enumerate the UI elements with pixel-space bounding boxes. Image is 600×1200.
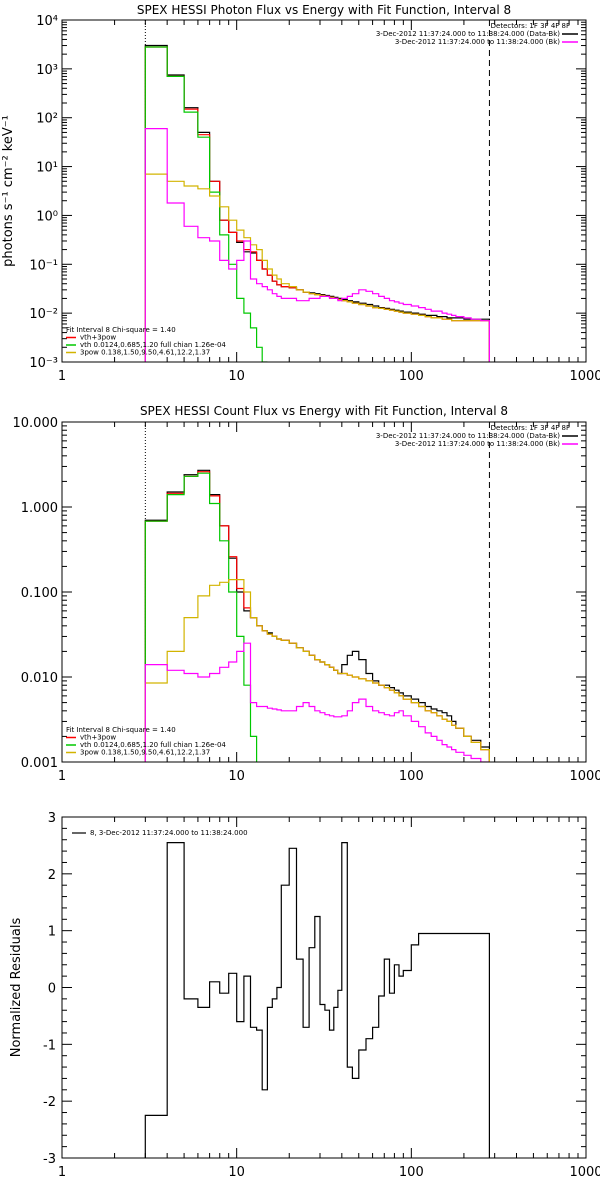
legend-text: 3pow 0.138,1.50,9.50,4.61,12.2,1.37 bbox=[80, 749, 210, 757]
series-line-2 bbox=[144, 471, 490, 762]
y-tick-label: 10³ bbox=[36, 63, 58, 78]
series-line-1 bbox=[144, 842, 490, 1158]
x-tick-label: 100 bbox=[399, 369, 424, 384]
series-line-4 bbox=[144, 173, 490, 362]
chart-title: SPEX HESSI Photon Flux vs Energy with Fi… bbox=[137, 3, 511, 17]
y-axis-label: photons s⁻¹ cm⁻² keV⁻¹ bbox=[1, 115, 16, 267]
data-area bbox=[144, 469, 490, 762]
legend-text: vth 0.0124,0.685,1.20 full chian 1.26e-0… bbox=[80, 741, 226, 749]
legend-top-right: Detectors: 1F 3F 4F 8F3-Dec-2012 11:37:2… bbox=[376, 424, 578, 448]
x-tick-label: 1000 bbox=[569, 769, 600, 784]
x-tick-label: 100 bbox=[399, 769, 424, 784]
legend-bottom-left: Fit Interval 8 Chi-square = 1.40vth+3pow… bbox=[66, 726, 226, 757]
series-line-3 bbox=[144, 472, 258, 762]
series-line-5 bbox=[144, 128, 490, 362]
legend-text: 8, 3-Dec-2012 11:37:24.000 to 11:38:24.0… bbox=[90, 829, 248, 837]
x-tick-label: 100 bbox=[399, 1165, 424, 1180]
legend: 8, 3-Dec-2012 11:37:24.000 to 11:38:24.0… bbox=[72, 829, 248, 837]
y-tick-label: 0.100 bbox=[21, 586, 58, 601]
y-tick-label: 10⁻² bbox=[29, 307, 58, 322]
x-tick-label: 1000 bbox=[569, 1165, 600, 1180]
y-tick-label: 0 bbox=[48, 982, 56, 997]
series-line-1 bbox=[144, 44, 490, 362]
series-line-4 bbox=[144, 579, 490, 762]
chart-1: SPEX HESSI Photon Flux vs Energy with Fi… bbox=[1, 3, 600, 384]
y-tick-label: -3 bbox=[43, 1152, 56, 1167]
y-tick-label: 10⁴ bbox=[36, 14, 58, 29]
y-tick-label: 0.001 bbox=[21, 756, 58, 771]
legend-text: vth 0.0124,0.685,1.20 full chian 1.26e-0… bbox=[80, 341, 226, 349]
y-axis-label: Normalized Residuals bbox=[9, 918, 24, 1058]
y-tick-label: 10⁻³ bbox=[29, 356, 58, 371]
legend-text: Detectors: 1F 3F 4F 8F bbox=[491, 22, 570, 30]
x-tick-label: 10 bbox=[228, 369, 245, 384]
x-tick-label: 10 bbox=[228, 1165, 245, 1180]
y-tick-label: -1 bbox=[43, 1038, 56, 1053]
legend-text: 3-Dec-2012 11:37:24.000 to 11:38:24.000 … bbox=[376, 30, 560, 38]
chart-2: SPEX HESSI Count Flux vs Energy with Fit… bbox=[13, 404, 600, 784]
x-tick-label: 1 bbox=[58, 769, 66, 784]
legend-top-right: Detectors: 1F 3F 4F 8F3-Dec-2012 11:37:2… bbox=[376, 22, 578, 46]
legend-text: Fit Interval 8 Chi-square = 1.40 bbox=[66, 726, 176, 734]
x-tick-label: 10 bbox=[228, 769, 245, 784]
series-line-1 bbox=[144, 469, 490, 762]
legend-text: Detectors: 1F 3F 4F 8F bbox=[491, 424, 570, 432]
y-tick-label: 0.010 bbox=[21, 671, 58, 686]
legend-text: 3-Dec-2012 11:37:24.000 to 11:38:24.000 … bbox=[395, 38, 560, 46]
series-line-2 bbox=[144, 46, 490, 362]
y-tick-label: 10⁰ bbox=[36, 209, 58, 224]
x-tick-label: 1 bbox=[58, 369, 66, 384]
y-tick-label: 10.000 bbox=[13, 416, 59, 431]
x-tick-label: 1000 bbox=[569, 369, 600, 384]
legend-text: 3pow 0.138,1.50,9.50,4.61,12.2,1.37 bbox=[80, 349, 210, 357]
y-tick-label: 1.000 bbox=[21, 501, 58, 516]
data-area bbox=[144, 44, 490, 362]
y-tick-label: 2 bbox=[48, 868, 56, 883]
series-line-5 bbox=[144, 642, 490, 762]
y-tick-label: 3 bbox=[48, 811, 56, 826]
chart-3: 1 10 100 1000 -3 -2 -1 0 1 2 3 Normalized Residuals… bbox=[9, 811, 600, 1180]
legend-text: vth+3pow bbox=[80, 334, 116, 342]
legend-bottom-left: Fit Interval 8 Chi-square = 1.40vth+3pow… bbox=[66, 326, 226, 357]
legend-text: 3-Dec-2012 11:37:24.000 to 11:38:24.000 … bbox=[376, 432, 560, 440]
legend-text: 3-Dec-2012 11:37:24.000 to 11:38:24.000 … bbox=[395, 440, 560, 448]
y-tick-label: -2 bbox=[43, 1095, 56, 1110]
y-tick-label: 10⁻¹ bbox=[29, 258, 58, 273]
plot-frame bbox=[61, 816, 587, 1159]
chart-title: SPEX HESSI Count Flux vs Energy with Fit… bbox=[140, 404, 508, 418]
y-tick-label: 1 bbox=[48, 925, 56, 940]
plot-frame bbox=[61, 19, 587, 363]
x-tick-label: 1 bbox=[58, 1165, 66, 1180]
data-area bbox=[144, 842, 490, 1158]
legend-text: vth+3pow bbox=[80, 734, 116, 742]
legend-text: Fit Interval 8 Chi-square = 1.40 bbox=[66, 326, 176, 334]
series-line-3 bbox=[144, 46, 268, 362]
y-tick-label: 10¹ bbox=[36, 161, 58, 176]
y-tick-label: 10² bbox=[36, 112, 58, 127]
plot-frame bbox=[61, 421, 587, 763]
